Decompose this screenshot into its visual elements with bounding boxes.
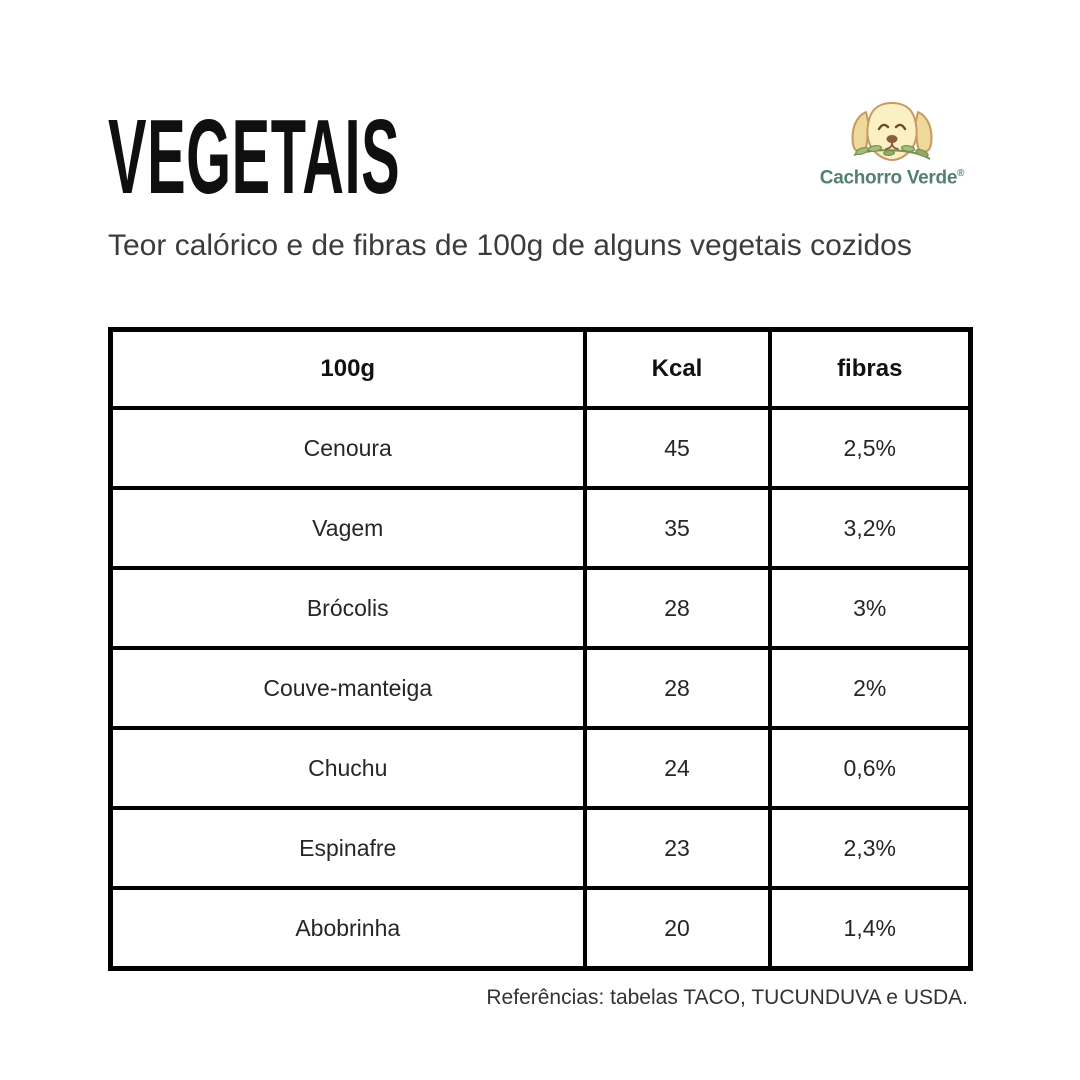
dog-with-leaf-icon (851, 102, 933, 161)
table-row: Espinafre 23 2,3% (108, 806, 973, 890)
cell-kcal: 35 (582, 486, 772, 570)
brand-logo: Cachorro Verde® (806, 98, 978, 189)
cell-kcal: 24 (582, 726, 772, 810)
col-header-portion: 100g (108, 327, 587, 410)
cell-fibra: 3,2% (767, 486, 973, 570)
cell-fibra: 2,5% (767, 406, 973, 490)
table-row: Cenoura 45 2,5% (108, 406, 973, 490)
cell-fibra: 0,6% (767, 726, 973, 810)
cell-fibra: 2% (767, 646, 973, 730)
cell-kcal: 23 (582, 806, 772, 890)
brand-name: Cachorro Verde® (806, 167, 978, 189)
cell-vegetable: Vagem (108, 486, 587, 570)
col-header-fibras: fibras (767, 327, 973, 410)
page-title: VEGETAIS (108, 98, 401, 216)
references-note: Referências: tabelas TACO, TUCUNDUVA e U… (486, 986, 968, 1009)
table-header-row: 100g Kcal fibras (108, 327, 973, 410)
brand-name-text: Cachorro Verde (819, 167, 958, 189)
cell-fibra: 1,4% (767, 886, 973, 971)
table-row: Vagem 35 3,2% (108, 486, 973, 570)
cell-kcal: 20 (582, 886, 772, 971)
table-row: Abobrinha 20 1,4% (108, 886, 973, 971)
cell-vegetable: Cenoura (108, 406, 587, 490)
col-header-kcal: Kcal (582, 327, 772, 410)
registered-mark: ® (957, 168, 965, 179)
cell-kcal: 45 (582, 406, 772, 490)
nutrition-table: 100g Kcal fibras Cenoura 45 2,5% Vagem 3… (108, 327, 973, 971)
cell-vegetable: Espinafre (108, 806, 587, 890)
cell-vegetable: Abobrinha (108, 886, 587, 971)
table-row: Chuchu 24 0,6% (108, 726, 973, 810)
table-row: Couve-manteiga 28 2% (108, 646, 973, 730)
cell-vegetable: Brócolis (108, 566, 587, 650)
subtitle: Teor calórico e de fibras de 100g de alg… (108, 229, 912, 262)
cell-vegetable: Chuchu (108, 726, 587, 810)
table-row: Brócolis 28 3% (108, 566, 973, 650)
cell-kcal: 28 (582, 646, 772, 730)
cell-fibra: 2,3% (767, 806, 973, 890)
cell-kcal: 28 (582, 566, 772, 650)
cell-vegetable: Couve-manteiga (108, 646, 587, 730)
cell-fibra: 3% (767, 566, 973, 650)
